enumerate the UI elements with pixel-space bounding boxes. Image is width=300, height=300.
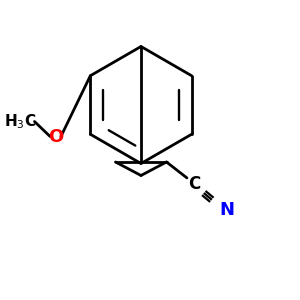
Text: C: C bbox=[188, 175, 200, 193]
Text: H$_3$C: H$_3$C bbox=[4, 113, 37, 131]
Text: N: N bbox=[219, 201, 234, 219]
Text: O: O bbox=[48, 128, 63, 146]
